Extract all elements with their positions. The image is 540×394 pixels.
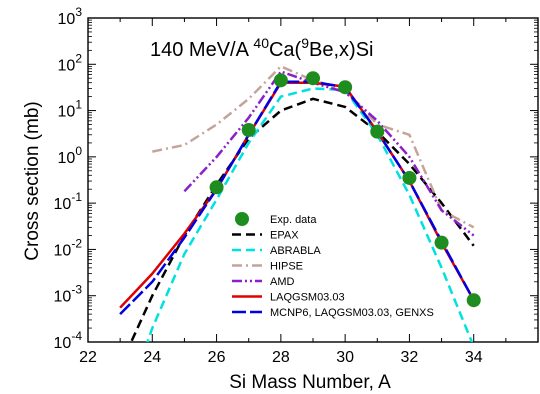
y-tick-label: 10-4: [54, 329, 83, 352]
x-tick-label: 26: [208, 349, 226, 366]
legend-label: EPAX: [270, 230, 299, 242]
series-line-abrabla: [146, 87, 474, 342]
exp-data-point: [402, 170, 417, 185]
y-tick-labels: 10-4 10-3 10-2 10-1 100 101 102 103: [54, 5, 83, 352]
x-tick-label: 28: [272, 349, 290, 366]
exp-data-point: [338, 80, 353, 95]
exp-data-point: [241, 123, 256, 138]
series-lines: [119, 65, 475, 342]
x-tick-label: 24: [143, 349, 161, 366]
axis-ticks: [87, 17, 539, 343]
exp-data-point: [273, 73, 288, 88]
y-tick-label: 10-1: [54, 190, 83, 213]
y-tick-label: 103: [58, 5, 83, 28]
exp-data-point: [306, 71, 320, 86]
legend-label: HIPSE: [270, 261, 303, 273]
x-axis-label: Si Mass Number, A: [229, 372, 391, 393]
legend-label: MCNP6, LAQGSM03.03, GENXS: [270, 307, 434, 319]
x-tick-label: 22: [79, 349, 97, 366]
series-line-hipse: [152, 65, 475, 229]
series-line-laqgsm03-03: [119, 81, 475, 309]
legend-marker: [235, 212, 249, 226]
y-tick-label: 102: [58, 51, 83, 74]
y-tick-label: 10-2: [54, 236, 83, 259]
legend-label: AMD: [270, 276, 295, 288]
x-tick-label: 30: [336, 349, 354, 366]
x-tick-label: 34: [465, 349, 483, 366]
x-tick-labels: 22 24 26 28 30 32 34: [79, 349, 483, 366]
y-tick-label: 10-3: [54, 283, 83, 306]
legend-label: ABRABLA: [270, 245, 321, 257]
legend: Exp. data EPAX ABRABLA HIPSE AMD LAQGSM03.03 M…: [232, 212, 434, 319]
y-tick-label: 101: [58, 98, 83, 121]
exp-data-point: [434, 235, 449, 250]
exp-data-point: [466, 293, 481, 308]
series-line-mcnp6-laqgsm03-03-genxs: [119, 80, 475, 315]
series-line-amd: [183, 70, 475, 237]
exp-data-point: [209, 180, 224, 195]
exp-data-point: [370, 124, 385, 139]
chart-title: 140 MeV/A 40Ca(9Be,x)Si: [150, 35, 373, 61]
exp-data-markers: [209, 71, 481, 308]
legend-label: Exp. data: [270, 214, 317, 226]
y-tick-label: 100: [58, 144, 83, 167]
y-axis-label: Cross section (mb): [22, 101, 43, 260]
legend-label: LAQGSM03.03: [270, 292, 345, 304]
x-tick-label: 32: [401, 349, 419, 366]
